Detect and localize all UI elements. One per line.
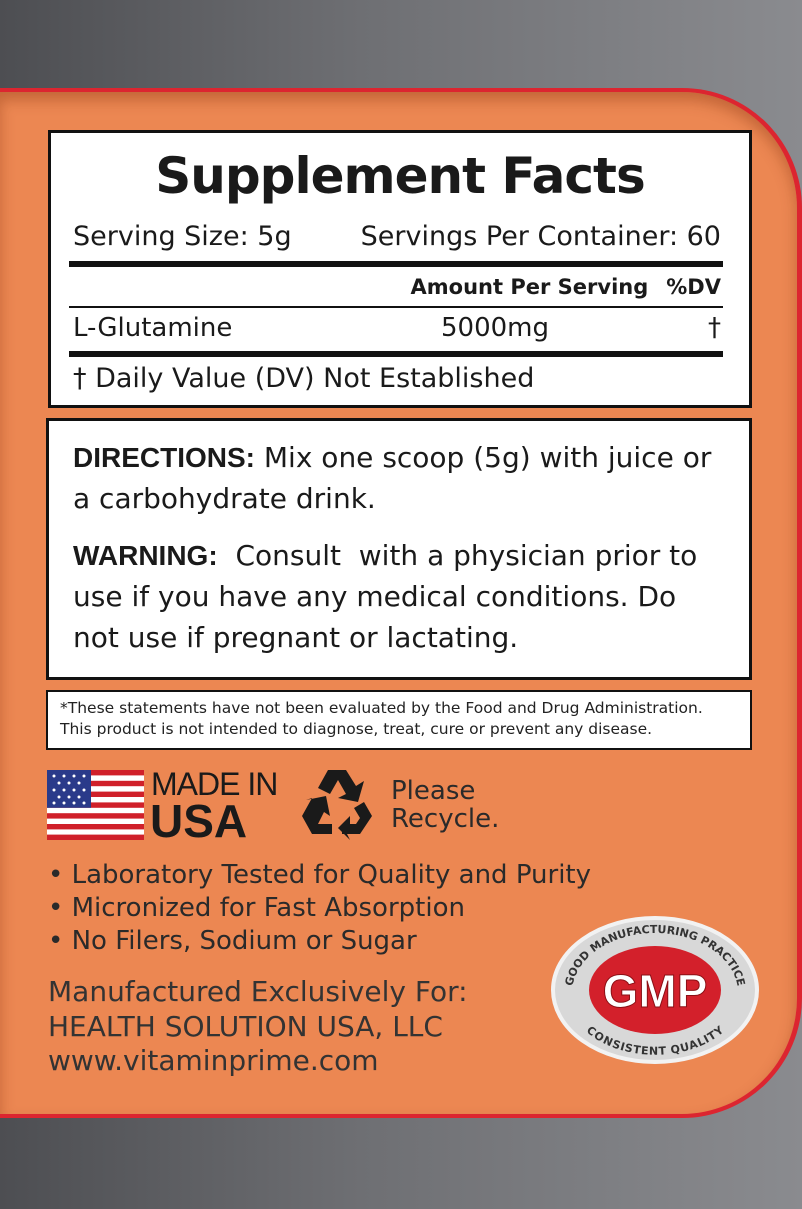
supplement-facts-box: Supplement Facts Serving Size: 5g Servin… xyxy=(48,130,752,408)
ingredient-name: L-Glutamine xyxy=(73,313,233,343)
servings-per-container: Servings Per Container: 60 xyxy=(360,221,721,252)
fda-disclaimer: *These statements have not been evaluate… xyxy=(46,690,752,750)
ingredient-amount: 5000mg xyxy=(441,313,549,343)
footnote-text: † Daily Value (DV) Not Established xyxy=(73,363,535,394)
dv-header: %DV xyxy=(666,275,721,299)
serving-row: Serving Size: 5g Servings Per Container:… xyxy=(73,221,721,252)
recycle-line-1: Please xyxy=(391,776,476,806)
manufacturer-url: www.vitaminprime.com xyxy=(48,1044,379,1077)
recycle-line-2: Recycle. xyxy=(391,804,500,834)
directions-label: DIRECTIONS: xyxy=(73,442,255,473)
made-in-label: MADE IN xyxy=(151,766,278,802)
recycle-text: Please Recycle. xyxy=(391,777,499,833)
disclaimer-line-1: *These statements have not been evaluate… xyxy=(60,699,703,717)
serving-size: Serving Size: 5g xyxy=(73,221,292,252)
amount-header: Amount Per Serving xyxy=(410,275,649,299)
facts-title: Supplement Facts xyxy=(155,147,645,205)
manufacturer-line-1: Manufactured Exclusively For: xyxy=(48,975,468,1008)
directions: DIRECTIONS: Mix one scoop (5g) with juic… xyxy=(73,437,725,519)
amount-header-row: Amount Per Serving %DV xyxy=(73,275,721,299)
gmp-text: GMP xyxy=(603,965,708,1017)
disclaimer-line-2: This product is not intended to diagnose… xyxy=(60,720,653,738)
thick-rule xyxy=(69,351,723,357)
gmp-badge: GMP GOOD MANUFACTURING PRACTICE CONSISTE… xyxy=(551,916,759,1064)
ingredient-dv: † xyxy=(708,313,721,343)
thin-rule xyxy=(69,306,723,308)
manufacturer-line-2: HEALTH SOLUTION USA, LLC xyxy=(48,1010,443,1043)
footnote: † Daily Value (DV) Not Established xyxy=(73,363,721,394)
thick-rule xyxy=(69,261,723,267)
directions-box: DIRECTIONS: Mix one scoop (5g) with juic… xyxy=(46,418,752,680)
bullet-item: • Micronized for Fast Absorption xyxy=(48,893,465,923)
bullet-item: • Laboratory Tested for Quality and Puri… xyxy=(48,860,592,890)
ingredient-row: L-Glutamine 5000mg † xyxy=(73,313,721,343)
warning-text: Consult with a physician prior to use if… xyxy=(73,539,707,654)
recycle-icon xyxy=(302,770,372,840)
directions-text: Mix one scoop (5g) with juice or a carbo… xyxy=(73,441,712,515)
us-flag-icon xyxy=(47,770,144,840)
usa-label: USA xyxy=(150,795,248,847)
warning-label: WARNING: xyxy=(73,540,218,571)
bullet-item: • No Filers, Sodium or Sugar xyxy=(48,926,417,956)
warning: WARNING: Consult with a physician prior … xyxy=(73,535,725,658)
